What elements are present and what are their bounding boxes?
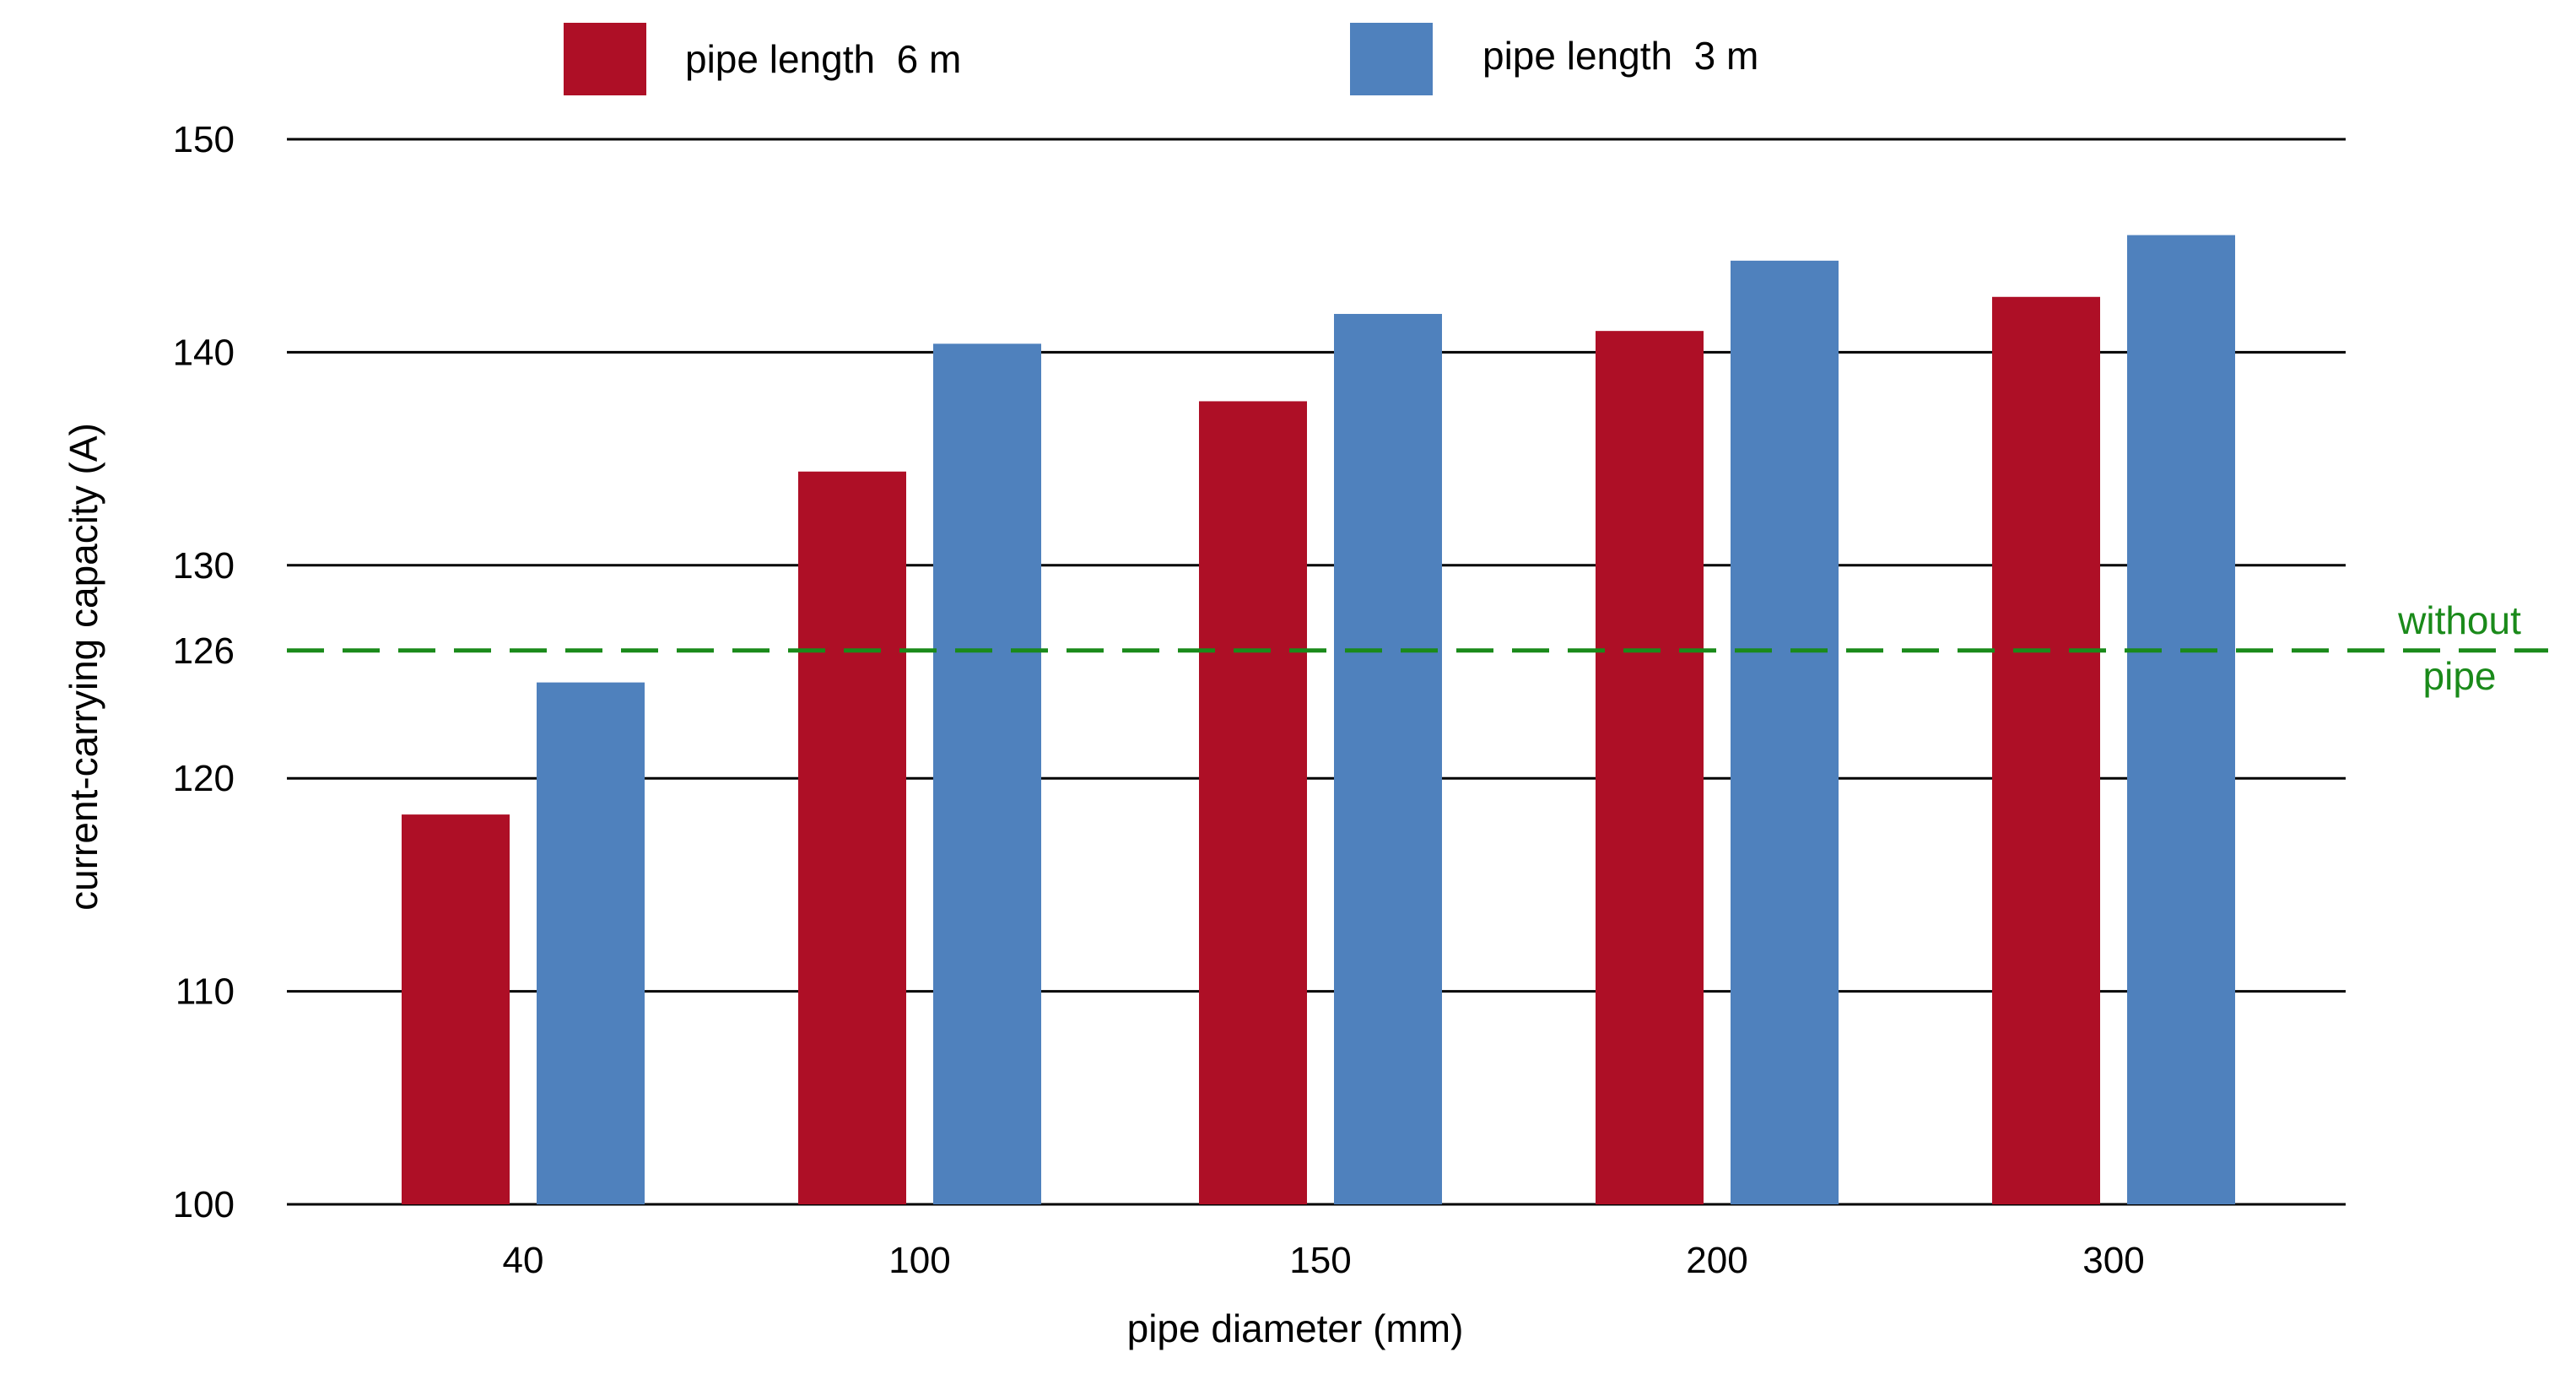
x-tick-label-300: 300 <box>2082 1240 2144 1281</box>
legend-label-pipe-length-6m: pipe length 6 m <box>685 37 961 81</box>
bar-series2-40 <box>537 682 645 1204</box>
x-tick-label-40: 40 <box>503 1240 544 1281</box>
bar-series2-150 <box>1334 313 1442 1204</box>
bar-series1-200 <box>1596 331 1704 1204</box>
x-tick-label-150: 150 <box>1289 1240 1351 1281</box>
reference-line-label-line1: without <box>2397 598 2521 642</box>
y-tick-label-130: 130 <box>173 545 235 587</box>
y-tick-label-140: 140 <box>173 332 235 373</box>
y-axis-tick-labels: 100 110 120 130 140 150 <box>173 119 235 1225</box>
x-axis-title: pipe diameter (mm) <box>1127 1306 1464 1350</box>
bar-series1-300 <box>1992 296 2100 1204</box>
bar-series2-100 <box>933 343 1041 1205</box>
bar-series1-100 <box>798 471 906 1204</box>
y-axis-title: current-carrying capacity (A) <box>62 423 105 911</box>
x-axis-tick-labels: 40 100 150 200 300 <box>503 1240 2145 1281</box>
bar-series1-150 <box>1199 401 1307 1204</box>
bar-series1-40 <box>402 814 510 1204</box>
bar-series2-300 <box>2127 235 2235 1205</box>
y-tick-label-100: 100 <box>173 1184 235 1225</box>
y-tick-label-120: 120 <box>173 758 235 799</box>
bars <box>402 235 2235 1205</box>
y-tick-label-110: 110 <box>176 971 235 1013</box>
bar-series2-200 <box>1731 260 1839 1204</box>
legend-swatch-pipe-length-3m <box>1350 23 1433 95</box>
reference-line-tick-label: 126 <box>173 630 235 672</box>
x-tick-label-200: 200 <box>1686 1240 1747 1281</box>
legend-swatch-pipe-length-6m <box>564 23 646 95</box>
reference-line-group: 126 without pipe <box>173 598 2548 698</box>
y-tick-label-150: 150 <box>173 119 235 160</box>
legend-label-pipe-length-3m: pipe length 3 m <box>1482 34 1758 78</box>
x-tick-label-100: 100 <box>888 1240 950 1281</box>
legend: pipe length 6 m pipe length 3 m <box>564 23 1758 95</box>
reference-line-label-line2: pipe <box>2423 654 2497 698</box>
